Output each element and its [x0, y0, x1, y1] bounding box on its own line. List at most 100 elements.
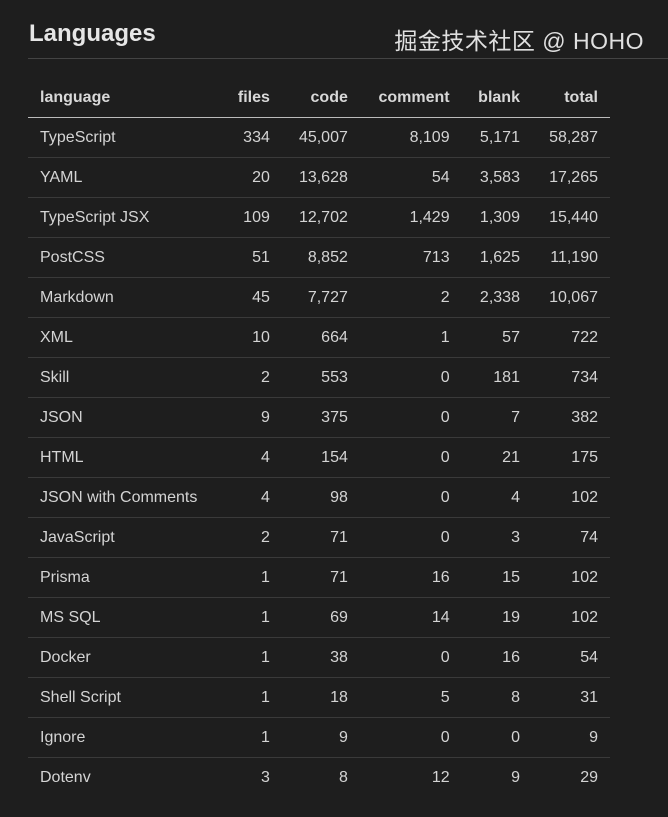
cell-comment: 713 — [359, 237, 462, 278]
table-row: TypeScript JSX 109 12,702 1,429 1,309 15,440 — [28, 197, 610, 238]
cell-comment: 12 — [431, 768, 450, 786]
cell-total: 74 — [531, 517, 610, 558]
cell-blank: 16 — [461, 637, 532, 678]
cell-language: PostCSS — [28, 237, 222, 278]
cell-language: HTML — [28, 437, 222, 478]
cell-language: YAML — [28, 157, 222, 198]
cell-files: 45 — [221, 277, 282, 318]
cell-comment: 16 — [359, 557, 462, 598]
table-row: JSON 9 375 0 7 382 — [28, 397, 610, 438]
cell-total: 382 — [531, 397, 610, 438]
cell-code: 8 — [338, 768, 348, 786]
table-row: PostCSS 51 8,852 713 1,625 11,190 — [28, 237, 610, 278]
cell-files: 2 — [221, 357, 282, 398]
cell-blank: 9 — [511, 768, 520, 786]
cell-language: Skill — [28, 357, 222, 398]
cell-files: 334 — [221, 117, 282, 158]
cell-code: 98 — [281, 477, 360, 518]
cell-code: 8,852 — [281, 237, 360, 278]
cell-code: 69 — [281, 597, 360, 638]
table-row: JSON with Comments 4 98 0 4 102 — [28, 477, 610, 518]
heading-divider — [28, 58, 668, 59]
languages-table: language files code comment blank total TypeS… — [28, 78, 610, 797]
cell-comment: 1 — [359, 317, 462, 358]
cell-blank: 57 — [461, 317, 532, 358]
cell-code: 375 — [281, 397, 360, 438]
cell-files: 3 — [260, 768, 270, 786]
cell-blank: 2,338 — [461, 277, 532, 318]
cell-total: 102 — [531, 557, 610, 598]
cell-code: 45,007 — [281, 117, 360, 158]
table-row: XML 10 664 1 57 722 — [28, 317, 610, 358]
cell-total: 102 — [531, 597, 610, 638]
cell-blank: 4 — [461, 477, 532, 518]
cell-comment: 0 — [359, 517, 462, 558]
cell-comment: 0 — [359, 397, 462, 438]
cell-language: JSON with Comments — [28, 477, 222, 518]
cell-comment: 0 — [359, 437, 462, 478]
cell-total: 15,440 — [531, 197, 610, 238]
cell-blank: 19 — [461, 597, 532, 638]
table-row: Skill 2 553 0 181 734 — [28, 357, 610, 398]
column-header-comment: comment — [359, 78, 462, 118]
cell-comment: 0 — [359, 477, 462, 518]
cell-language: JSON — [28, 397, 222, 438]
table-row: MS SQL 1 69 14 19 102 — [28, 597, 610, 638]
column-header-files: files — [221, 78, 282, 118]
cell-files: 1 — [221, 557, 282, 598]
table-row: Markdown 45 7,727 2 2,338 10,067 — [28, 277, 610, 318]
cell-total: 722 — [531, 317, 610, 358]
cell-code: 71 — [281, 517, 360, 558]
cell-files: 1 — [221, 597, 282, 638]
table-row: Dotenv 3 8 12 9 29 — [28, 758, 610, 798]
cell-comment: 54 — [359, 157, 462, 198]
cell-files: 1 — [221, 677, 282, 718]
cell-code: 71 — [281, 557, 360, 598]
cell-files: 9 — [221, 397, 282, 438]
column-header-total: total — [531, 78, 610, 118]
table-row: YAML 20 13,628 54 3,583 17,265 — [28, 157, 610, 198]
cell-code: 13,628 — [281, 157, 360, 198]
cell-files: 1 — [221, 637, 282, 678]
cell-comment: 8,109 — [359, 117, 462, 158]
table-header-row: language files code comment blank total — [28, 78, 610, 118]
cell-comment: 2 — [359, 277, 462, 318]
cell-total: 175 — [531, 437, 610, 478]
cell-comment: 0 — [359, 637, 462, 678]
cell-blank: 1,625 — [461, 237, 532, 278]
cell-blank: 7 — [461, 397, 532, 438]
table-row: Shell Script 1 18 5 8 31 — [28, 677, 610, 718]
cell-blank: 1,309 — [461, 197, 532, 238]
cell-files: 51 — [221, 237, 282, 278]
cell-language: Markdown — [28, 277, 222, 318]
cell-total: 11,190 — [531, 237, 610, 278]
cell-blank: 3 — [461, 517, 532, 558]
cell-comment: 1,429 — [359, 197, 462, 238]
cell-language: XML — [28, 317, 222, 358]
watermark: 掘金技术社区 @ HOHO — [394, 28, 644, 54]
cell-code: 9 — [281, 717, 360, 758]
cell-files: 4 — [221, 437, 282, 478]
cell-comment: 0 — [359, 357, 462, 398]
cell-comment: 5 — [359, 677, 462, 718]
cell-files: 4 — [221, 477, 282, 518]
cell-code: 553 — [281, 357, 360, 398]
cell-language: TypeScript — [28, 117, 222, 158]
cell-files: 20 — [221, 157, 282, 198]
column-header-code: code — [281, 78, 360, 118]
cell-language: Prisma — [28, 557, 222, 598]
cell-comment: 14 — [359, 597, 462, 638]
cell-language: Dotenv — [40, 768, 91, 786]
cell-total: 54 — [531, 637, 610, 678]
cell-language: JavaScript — [28, 517, 222, 558]
cell-files: 109 — [221, 197, 282, 238]
table-row: TypeScript 334 45,007 8,109 5,171 58,287 — [28, 117, 610, 158]
cell-total: 734 — [531, 357, 610, 398]
cell-blank: 181 — [461, 357, 532, 398]
cell-files: 2 — [221, 517, 282, 558]
cell-total: 58,287 — [531, 117, 610, 158]
cell-total: 10,067 — [531, 277, 610, 318]
cell-language: MS SQL — [28, 597, 222, 638]
cell-language: Shell Script — [28, 677, 222, 718]
cell-total: 17,265 — [531, 157, 610, 198]
